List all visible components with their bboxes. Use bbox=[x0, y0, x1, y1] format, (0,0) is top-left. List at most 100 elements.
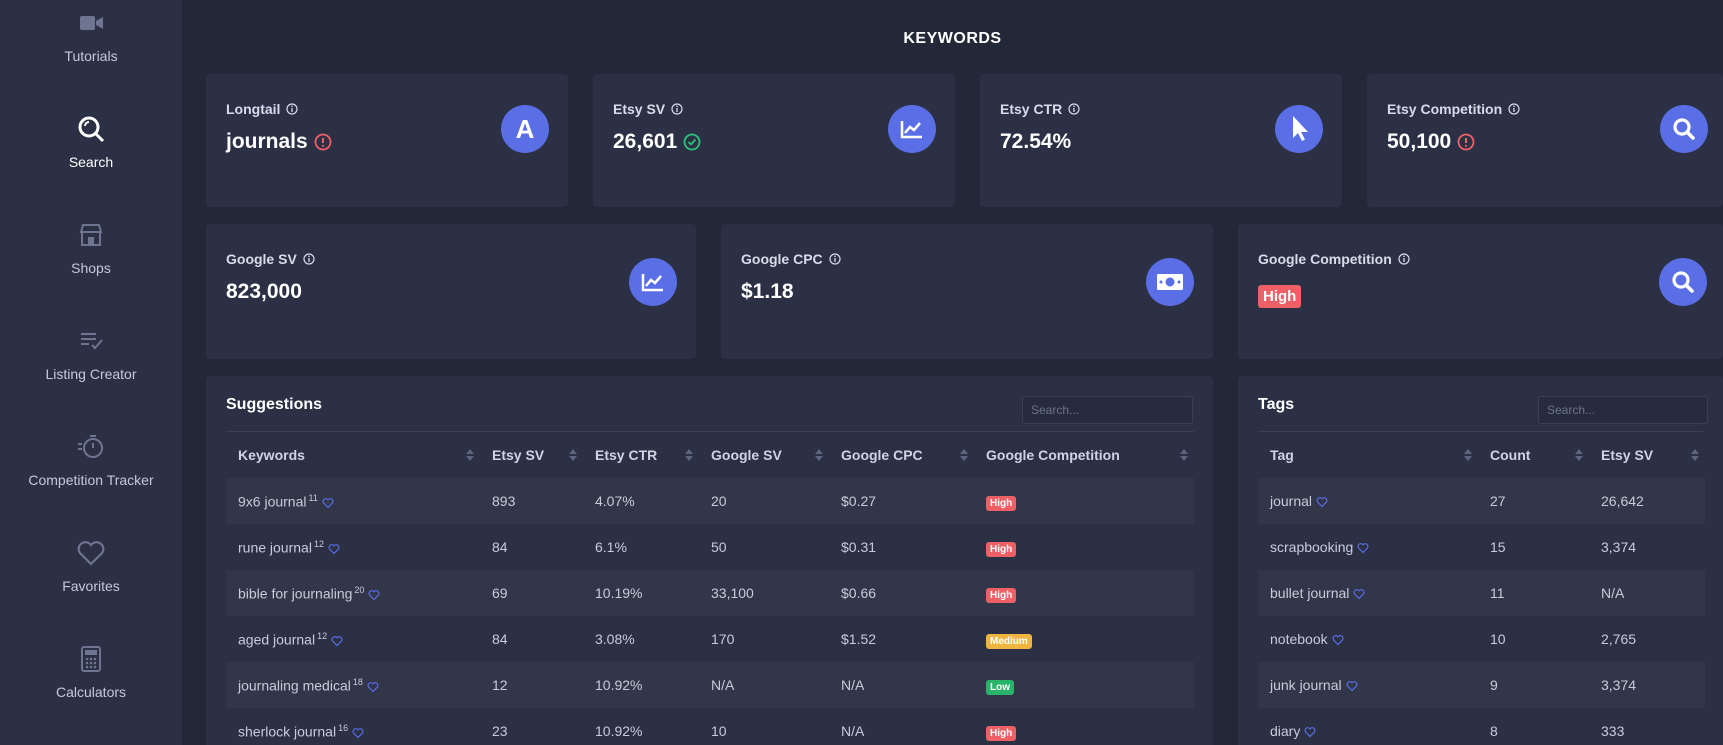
info-icon[interactable] bbox=[829, 253, 841, 265]
stat-label: Etsy SV bbox=[613, 101, 666, 117]
table-cell: 6.1% bbox=[595, 539, 627, 555]
tag-cell[interactable]: junk journal bbox=[1258, 662, 1478, 708]
stat-value: 72.54% bbox=[1000, 130, 1072, 153]
heart-icon[interactable] bbox=[1304, 726, 1316, 738]
table-cell: High bbox=[974, 708, 1194, 745]
sort-icon[interactable] bbox=[569, 449, 577, 461]
letter-a-icon: A bbox=[501, 105, 549, 153]
column-header[interactable]: Etsy SV bbox=[1589, 432, 1705, 478]
sidebar-item-listing-creator[interactable]: Listing Creator bbox=[0, 326, 182, 382]
keyword-cell[interactable]: 9x6 journal 11 bbox=[226, 478, 480, 524]
stat-value: $1.18 bbox=[741, 280, 794, 303]
table-cell: Low bbox=[974, 662, 1194, 708]
keyword-cell[interactable]: sherlock journal 16 bbox=[226, 708, 480, 745]
table-row[interactable]: sherlock journal 16 23 10.92% 10 N/A High bbox=[226, 708, 1194, 745]
sidebar-item-competition-tracker[interactable]: Competition Tracker bbox=[0, 432, 182, 488]
table-row[interactable]: scrapbooking 15 3,374 bbox=[1258, 524, 1705, 570]
sidebar-item-tutorials[interactable]: Tutorials bbox=[0, 8, 182, 64]
cursor-icon bbox=[1275, 105, 1323, 153]
heart-icon[interactable] bbox=[367, 681, 379, 693]
table-cell: High bbox=[974, 570, 1194, 616]
table-cell: 3,374 bbox=[1589, 662, 1705, 708]
table-row[interactable]: bullet journal 11 N/A bbox=[1258, 570, 1705, 616]
sidebar-item-calculators[interactable]: Calculators bbox=[0, 644, 182, 700]
heart-icon[interactable] bbox=[1353, 588, 1365, 600]
info-icon[interactable] bbox=[303, 253, 315, 265]
column-header[interactable]: Google CPC bbox=[829, 432, 974, 478]
sort-icon[interactable] bbox=[815, 449, 823, 461]
table-row[interactable]: journal 27 26,642 bbox=[1258, 478, 1705, 524]
tag-cell[interactable]: notebook bbox=[1258, 616, 1478, 662]
table-row[interactable]: 9x6 journal 11 893 4.07% 20 $0.27 High bbox=[226, 478, 1194, 524]
column-header[interactable]: Etsy CTR bbox=[583, 432, 699, 478]
sort-icon[interactable] bbox=[1691, 449, 1699, 461]
heart-icon[interactable] bbox=[322, 497, 334, 509]
column-header[interactable]: Etsy SV bbox=[480, 432, 583, 478]
suggestions-table: Keywords Etsy SV Etsy CTR Google SV Goog… bbox=[226, 432, 1194, 745]
column-header[interactable]: Count bbox=[1478, 432, 1589, 478]
keyword-cell[interactable]: bible for journaling 20 bbox=[226, 570, 480, 616]
heart-icon[interactable] bbox=[1357, 542, 1369, 554]
table-cell: 33,100 bbox=[699, 570, 829, 616]
table-row[interactable]: journaling medical 18 12 10.92% N/A N/A Low bbox=[226, 662, 1194, 708]
tag-cell[interactable]: diary bbox=[1258, 708, 1478, 745]
heart-icon[interactable] bbox=[368, 589, 380, 601]
heart-icon[interactable] bbox=[331, 635, 343, 647]
info-icon[interactable] bbox=[671, 103, 683, 115]
info-icon[interactable] bbox=[1068, 103, 1080, 115]
sidebar-item-label: Tutorials bbox=[64, 48, 118, 64]
table-cell: 84 bbox=[492, 631, 508, 647]
stat-card-etsy-ctr: Etsy CTR 72.54% bbox=[980, 74, 1342, 207]
sort-icon[interactable] bbox=[960, 449, 968, 461]
sort-icon[interactable] bbox=[1180, 449, 1188, 461]
keyword-cell[interactable]: rune journal 12 bbox=[226, 524, 480, 570]
search-input[interactable] bbox=[1022, 396, 1193, 424]
table-row[interactable]: junk journal 9 3,374 bbox=[1258, 662, 1705, 708]
status-badge: Medium bbox=[986, 634, 1032, 649]
column-header[interactable]: Google Competition bbox=[974, 432, 1194, 478]
tag-cell[interactable]: scrapbooking bbox=[1258, 524, 1478, 570]
info-icon[interactable] bbox=[1508, 103, 1520, 115]
table-row[interactable]: rune journal 12 84 6.1% 50 $0.31 High bbox=[226, 524, 1194, 570]
heart-icon[interactable] bbox=[352, 727, 364, 739]
tag-cell[interactable]: bullet journal bbox=[1258, 570, 1478, 616]
heart-icon[interactable] bbox=[328, 543, 340, 555]
sort-icon[interactable] bbox=[1464, 449, 1472, 461]
sidebar-item-shops[interactable]: Shops bbox=[0, 220, 182, 276]
suggestions-panel: Suggestions Keywords Etsy SV Etsy CTR Go… bbox=[206, 376, 1213, 745]
heart-icon[interactable] bbox=[1316, 496, 1328, 508]
table-cell: 2,765 bbox=[1601, 631, 1637, 647]
info-icon[interactable] bbox=[286, 103, 299, 115]
divider bbox=[226, 431, 1194, 432]
table-cell: Medium bbox=[974, 616, 1194, 662]
sidebar-item-favorites[interactable]: Favorites bbox=[0, 538, 182, 594]
table-row[interactable]: diary 8 333 bbox=[1258, 708, 1705, 745]
stopwatch-icon bbox=[78, 435, 103, 458]
chart-up-icon bbox=[629, 258, 677, 306]
table-cell: 893 bbox=[480, 478, 583, 524]
keyword-cell[interactable]: journaling medical 18 bbox=[226, 662, 480, 708]
heart-icon bbox=[77, 541, 105, 566]
stat-card-etsy-competition: Etsy Competition 50,100 bbox=[1367, 74, 1723, 207]
status-badge: High bbox=[986, 588, 1017, 603]
column-header[interactable]: Google SV bbox=[699, 432, 829, 478]
heart-icon[interactable] bbox=[1332, 634, 1344, 646]
sidebar-item-search[interactable]: Search bbox=[0, 114, 182, 170]
stat-value: journals bbox=[226, 130, 308, 153]
table-row[interactable]: bible for journaling 20 69 10.19% 33,100 $0.6… bbox=[226, 570, 1194, 616]
table-row[interactable]: notebook 10 2,765 bbox=[1258, 616, 1705, 662]
column-header[interactable]: Keywords bbox=[226, 432, 480, 478]
sort-icon[interactable] bbox=[1575, 449, 1583, 461]
keyword-cell[interactable]: aged journal 12 bbox=[226, 616, 480, 662]
table-row[interactable]: aged journal 12 84 3.08% 170 $1.52 Medium bbox=[226, 616, 1194, 662]
heart-icon[interactable] bbox=[1346, 680, 1358, 692]
table-cell: 10 bbox=[711, 723, 727, 739]
sort-icon[interactable] bbox=[685, 449, 693, 461]
info-icon[interactable] bbox=[1398, 253, 1410, 265]
search-input[interactable] bbox=[1538, 396, 1708, 424]
column-header[interactable]: Tag bbox=[1258, 432, 1478, 478]
sort-icon[interactable] bbox=[466, 449, 474, 461]
warning-icon bbox=[1457, 133, 1475, 151]
tag-cell[interactable]: journal bbox=[1258, 478, 1478, 524]
video-camera-icon bbox=[80, 16, 103, 30]
